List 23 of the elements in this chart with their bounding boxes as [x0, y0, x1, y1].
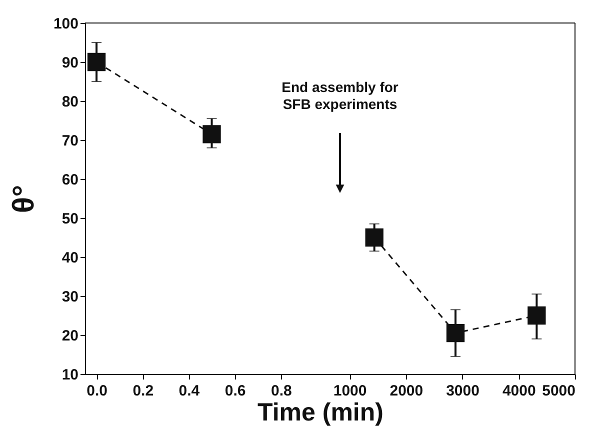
y-tick-label: 50 [62, 210, 78, 228]
y-tick-label: 40 [62, 250, 78, 266]
y-tick-label: 70 [62, 132, 78, 150]
y-tick-label: 30 [62, 288, 78, 306]
y-axis-title: θ° [7, 184, 40, 214]
x-tick-label: 0.6 [224, 382, 246, 400]
x-tick-label: 0.2 [132, 382, 154, 400]
x-tick-label: 0.0 [86, 382, 108, 400]
y-tick-label: 10 [62, 366, 78, 384]
x-tick-label: 4000 [502, 382, 536, 400]
x-tick-label: 0.4 [178, 382, 200, 400]
x-tick-label: 1000 [333, 382, 367, 400]
y-tick-label: 60 [62, 172, 78, 188]
y-tick-label: 80 [62, 94, 78, 110]
annotation: End assembly for SFB experiments [282, 79, 399, 112]
x-tick-label: 5000 [542, 382, 576, 400]
x-tick-label: 2000 [390, 382, 424, 400]
y-tick-label: 90 [62, 54, 78, 72]
x-axis-title: Time (min) [258, 398, 384, 426]
x-tick-label: 3000 [446, 382, 480, 400]
y-tick-label: 100 [53, 16, 78, 32]
y-tick-label: 20 [62, 328, 78, 344]
x-tick-label: 0.8 [270, 382, 292, 400]
